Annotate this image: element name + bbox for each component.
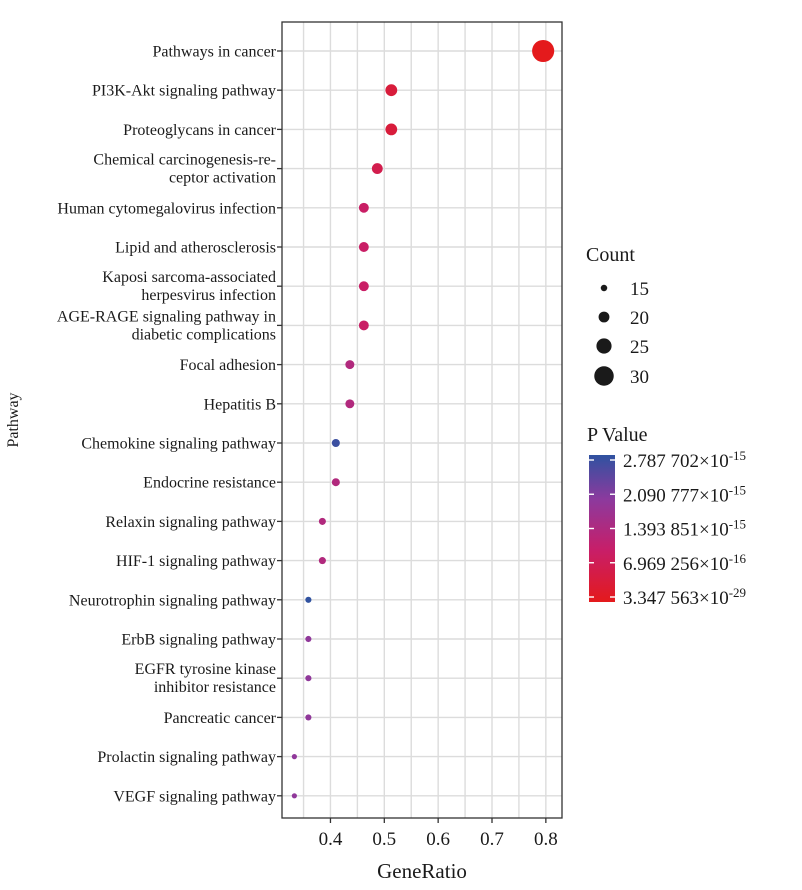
y-tick-label: Pancreatic cancer xyxy=(164,710,277,727)
y-tick-label: Prolactin signaling pathway xyxy=(97,749,276,766)
y-axis-title: Pathway xyxy=(5,392,22,447)
y-tick-label-line: EGFR tyrosine kinase xyxy=(135,661,276,678)
p-value-label-base: 1.393 851×10 xyxy=(623,520,729,541)
p-value-label-exponent: -15 xyxy=(729,448,746,463)
x-axis: 0.4 0.5 0.6 0.7 0.8 xyxy=(319,818,558,850)
y-tick-label: Focal adhesion xyxy=(180,357,276,374)
y-tick-label: Kaposi sarcoma-associated herpesvirus inf… xyxy=(102,269,276,304)
p-value-legend-title: P Value xyxy=(587,424,648,446)
data-point xyxy=(305,635,312,643)
data-point xyxy=(305,714,312,721)
count-legend-label: 20 xyxy=(630,308,649,329)
p-value-label-exponent: -16 xyxy=(729,551,747,566)
y-tick-label: Chemokine signaling pathway xyxy=(81,436,276,453)
p-value-label-exponent: -15 xyxy=(729,482,746,497)
data-point xyxy=(532,39,555,63)
data-points xyxy=(291,39,555,799)
p-value-legend-label: 3.347 563×10-29 xyxy=(623,585,746,609)
data-point xyxy=(305,596,312,603)
data-point xyxy=(291,754,297,760)
count-legend-dot xyxy=(596,338,612,354)
y-tick-label: PI3K-Akt signaling pathway xyxy=(92,83,276,100)
data-point xyxy=(358,320,369,331)
y-tick-label: Proteoglycans in cancer xyxy=(123,122,277,139)
y-tick-label-line: diabetic complications xyxy=(132,326,276,343)
data-point xyxy=(291,793,297,799)
data-point xyxy=(318,517,326,525)
data-point xyxy=(331,478,340,487)
data-point xyxy=(358,202,369,213)
y-tick-label-line: inhibitor resistance xyxy=(154,679,276,696)
p-value-label-exponent: -15 xyxy=(729,517,746,532)
p-value-legend: P Value 2.787 702×10-152.090 777×10-151.… xyxy=(587,424,747,609)
y-tick-label: ErbB signaling pathway xyxy=(121,632,276,649)
data-point xyxy=(318,557,326,565)
data-point xyxy=(345,399,355,409)
x-tick-label: 0.8 xyxy=(534,829,558,850)
y-tick-label: Neurotrophin signaling pathway xyxy=(69,592,276,609)
y-tick-label-line: AGE-RAGE signaling pathway in xyxy=(57,308,276,325)
p-value-label-base: 2.090 777×10 xyxy=(623,485,729,506)
y-axis: Pathways in cancer PI3K-Akt signaling pat… xyxy=(57,44,282,805)
y-tick-label: Relaxin signaling pathway xyxy=(105,514,276,531)
p-value-legend-label: 1.393 851×10-15 xyxy=(623,517,746,541)
y-tick-label-line: ceptor activation xyxy=(169,170,276,187)
y-tick-label: Endocrine resistance xyxy=(143,475,276,492)
count-legend-label: 25 xyxy=(630,337,649,358)
p-value-label-base: 2.787 702×10 xyxy=(623,451,729,472)
count-legend-label: 30 xyxy=(630,367,649,388)
y-tick-label: Pathways in cancer xyxy=(152,44,276,61)
x-axis-title: GeneRatio xyxy=(377,859,467,883)
data-point xyxy=(358,242,369,252)
y-tick-label-line: herpesvirus infection xyxy=(141,287,276,304)
count-legend-title: Count xyxy=(586,244,635,266)
data-point xyxy=(385,84,398,97)
x-tick-label: 0.4 xyxy=(319,829,343,850)
x-tick-label: 0.5 xyxy=(372,829,396,850)
y-tick-label-line: Kaposi sarcoma-associated xyxy=(102,269,276,286)
y-tick-label: Hepatitis B xyxy=(204,396,276,413)
y-tick-label-line: Chemical carcinogenesis-re- xyxy=(93,152,276,169)
y-tick-label: Human cytomegalovirus infection xyxy=(57,200,276,217)
p-value-legend-label: 6.969 256×10-16 xyxy=(623,551,747,575)
y-tick-label: Lipid and atherosclerosis xyxy=(115,240,276,257)
count-legend-dot xyxy=(600,284,608,292)
grid-lines xyxy=(282,22,562,818)
y-tick-label: EGFR tyrosine kinase inhibitor resistance xyxy=(135,661,276,696)
data-point xyxy=(371,163,383,175)
p-value-legend-label: 2.787 702×10-15 xyxy=(623,448,746,472)
p-value-legend-label: 2.090 777×10-15 xyxy=(623,482,746,506)
data-point xyxy=(345,360,355,370)
plot-panel xyxy=(282,22,562,818)
data-point xyxy=(331,438,340,448)
p-value-label-exponent: -29 xyxy=(729,585,746,600)
x-tick-label: 0.6 xyxy=(426,829,450,850)
p-value-label-base: 3.347 563×10 xyxy=(623,588,729,609)
count-legend-dot xyxy=(594,366,614,386)
plot-border xyxy=(281,21,563,819)
data-point xyxy=(305,675,312,682)
y-tick-label: HIF-1 signaling pathway xyxy=(116,553,276,570)
count-legend: Count 15 20 25 30 xyxy=(586,244,649,388)
p-value-label-base: 6.969 256×10 xyxy=(623,554,729,575)
y-tick-label: VEGF signaling pathway xyxy=(113,788,276,805)
x-tick-label: 0.7 xyxy=(480,829,504,850)
count-legend-dot xyxy=(598,311,610,323)
data-point xyxy=(358,281,369,292)
y-tick-label: Chemical carcinogenesis-re-ceptor activa… xyxy=(93,152,276,187)
count-legend-label: 15 xyxy=(630,279,649,300)
data-point xyxy=(385,123,398,136)
y-tick-label: AGE-RAGE signaling pathway in diabetic co… xyxy=(57,308,276,343)
